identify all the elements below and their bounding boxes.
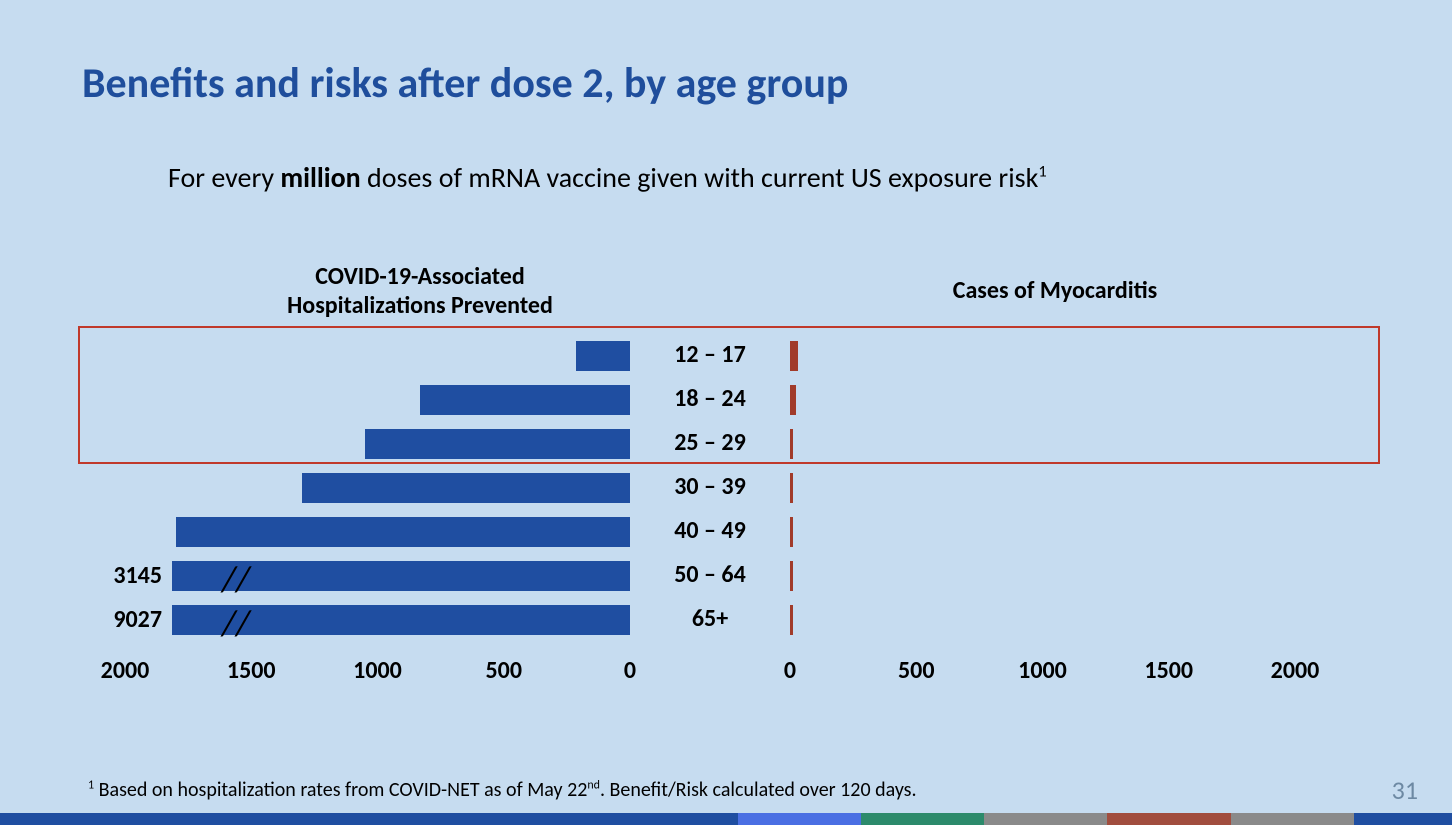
axis-tick-label: 500 xyxy=(866,656,966,685)
footnote: 1 Based on hospitalization rates from CO… xyxy=(88,778,917,802)
page-number: 31 xyxy=(1392,774,1418,806)
truncated-value-label: 9027 xyxy=(0,605,162,634)
risk-bar xyxy=(790,473,793,503)
category-label: 40 – 49 xyxy=(630,516,790,545)
footer-segment xyxy=(1354,813,1452,825)
footer-color-strip xyxy=(0,813,1452,825)
benefit-bar xyxy=(172,561,630,591)
footer-segment xyxy=(1231,813,1354,825)
axis-tick-label: 2000 xyxy=(75,656,175,685)
category-label: 50 – 64 xyxy=(630,560,790,589)
risk-bar xyxy=(790,517,793,547)
axis-tick-label: 1000 xyxy=(328,656,428,685)
truncated-value-label: 3145 xyxy=(0,561,162,590)
footer-segment xyxy=(738,813,861,825)
category-label: 30 – 39 xyxy=(630,472,790,501)
benefit-bar xyxy=(302,473,630,503)
risk-bar xyxy=(790,561,793,591)
benefit-bar xyxy=(176,517,631,547)
footer-segment xyxy=(1107,813,1230,825)
footer-segment xyxy=(0,813,738,825)
category-label: 65+ xyxy=(630,604,790,633)
axis-tick-label: 0 xyxy=(740,656,840,685)
axis-tick-label: 1500 xyxy=(1119,656,1219,685)
axis-tick-label: 1000 xyxy=(993,656,1093,685)
slide: Benefits and risks after dose 2, by age … xyxy=(0,0,1452,825)
highlight-box xyxy=(78,326,1380,464)
footer-segment xyxy=(984,813,1107,825)
axis-tick-label: 500 xyxy=(454,656,554,685)
axis-tick-label: 1500 xyxy=(201,656,301,685)
axis-tick-label: 2000 xyxy=(1245,656,1345,685)
footer-segment xyxy=(861,813,984,825)
risk-bar xyxy=(790,605,793,635)
benefit-bar xyxy=(172,605,630,635)
axis-tick-label: 0 xyxy=(580,656,680,685)
